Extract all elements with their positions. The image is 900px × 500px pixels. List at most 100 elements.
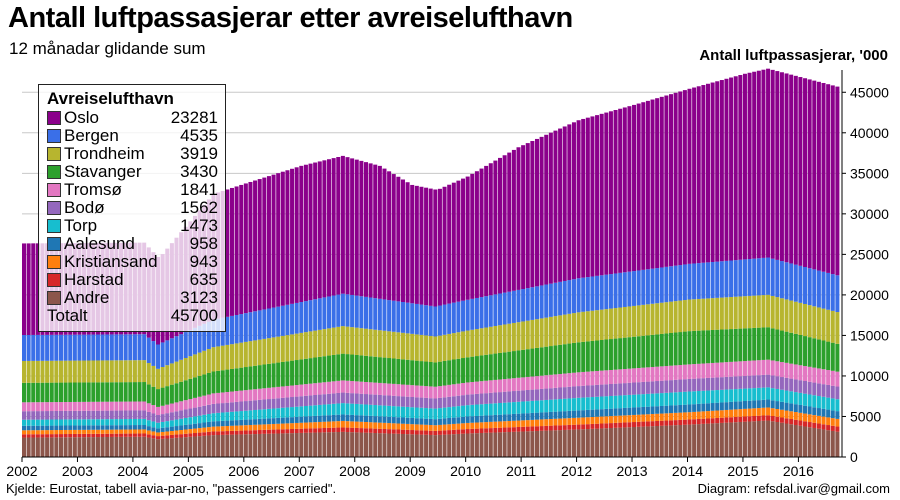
bar-segment [151,421,156,428]
bar-segment [678,404,683,413]
bar-segment [747,295,752,329]
legend-label: Kristiansand [64,252,158,271]
bar-segment [234,434,239,457]
bar-segment [534,412,539,420]
bar-segment [465,405,470,417]
bar-segment [521,377,526,391]
bar-segment [336,427,341,432]
bar-segment [100,437,105,457]
bar-segment [664,366,669,381]
bar-segment [382,428,387,434]
legend-item: Stavanger 3430 [47,163,218,181]
bar-segment [766,327,771,360]
bar-segment [123,419,128,426]
bar-segment [114,410,119,420]
bar-segment [669,392,674,406]
bar-segment [525,143,530,289]
bar-segment [280,433,285,457]
bar-segment [622,427,627,457]
bar-segment [303,332,308,359]
bar-segment [391,395,396,407]
bar-segment [266,399,271,409]
bar-segment [308,300,313,332]
bar-segment [451,182,456,303]
bar-segment [705,298,710,331]
bar-segment [354,403,359,416]
bar-segment [391,433,396,457]
bar-segment [599,409,604,417]
bar-segment [419,385,424,398]
bar-segment [428,335,433,362]
bar-segment [715,261,720,298]
bar-segment [114,425,119,430]
bar-segment [742,73,747,260]
bar-segment [317,415,322,422]
legend-label: Andre [64,288,110,307]
bar-segment [733,296,738,329]
bar-segment [456,406,461,418]
bar-segment [719,297,724,330]
legend-value: 23281 [170,108,218,127]
bar-segment [253,340,258,366]
bar-segment [567,343,572,374]
bar-segment [715,329,720,363]
bar-segment [516,401,521,414]
bar-segment [428,398,433,409]
bar-segment [447,184,452,304]
bar-segment [710,82,715,262]
bar-segment [534,419,539,427]
bar-segment [595,340,600,371]
bar-segment [659,380,664,394]
bar-segment [488,354,493,381]
bar-segment [359,415,364,422]
bar-segment [229,368,234,392]
bar-segment [253,430,258,435]
bar-segment [54,410,59,420]
bar-segment [188,356,193,379]
bar-segment [174,361,179,384]
bar-segment [290,385,295,398]
legend-swatch [47,165,61,179]
bar-segment [105,360,110,383]
bar-segment [807,406,812,415]
bar-segment [400,332,405,360]
bar-segment [742,375,747,389]
bar-segment [105,436,110,457]
bar-segment [692,330,697,365]
bar-segment [271,423,276,430]
bar-segment [340,293,345,327]
bar-segment [206,321,211,349]
bar-segment [442,186,447,305]
bar-segment [655,420,660,426]
bar-segment [571,313,576,343]
bar-segment [484,403,489,416]
bar-segment [673,332,678,366]
bar-segment [294,302,299,334]
legend-item: Bergen 4535 [47,127,218,145]
bar-segment [442,434,447,457]
bar-segment [68,433,73,438]
bar-segment [742,388,747,401]
bar-segment [424,397,429,409]
bar-segment [165,435,170,439]
bar-segment [400,406,405,418]
bar-segment [650,421,655,427]
bar-segment [396,406,401,418]
legend-item: Trondheim 3919 [47,145,218,163]
bar-segment [206,427,211,432]
bar-segment [826,417,831,426]
bar-segment [803,267,808,304]
bar-segment [123,334,128,361]
bar-segment [627,306,632,338]
bar-segment [294,428,299,434]
bar-segment [461,331,466,359]
bar-segment [816,423,821,429]
bar-segment [465,429,470,434]
bar-segment [669,332,674,366]
bar-segment [294,360,299,386]
bar-segment [363,381,369,395]
bar-segment [830,342,835,371]
bar-segment [400,429,405,434]
bar-segment [701,423,706,457]
bar-segment [627,271,632,307]
